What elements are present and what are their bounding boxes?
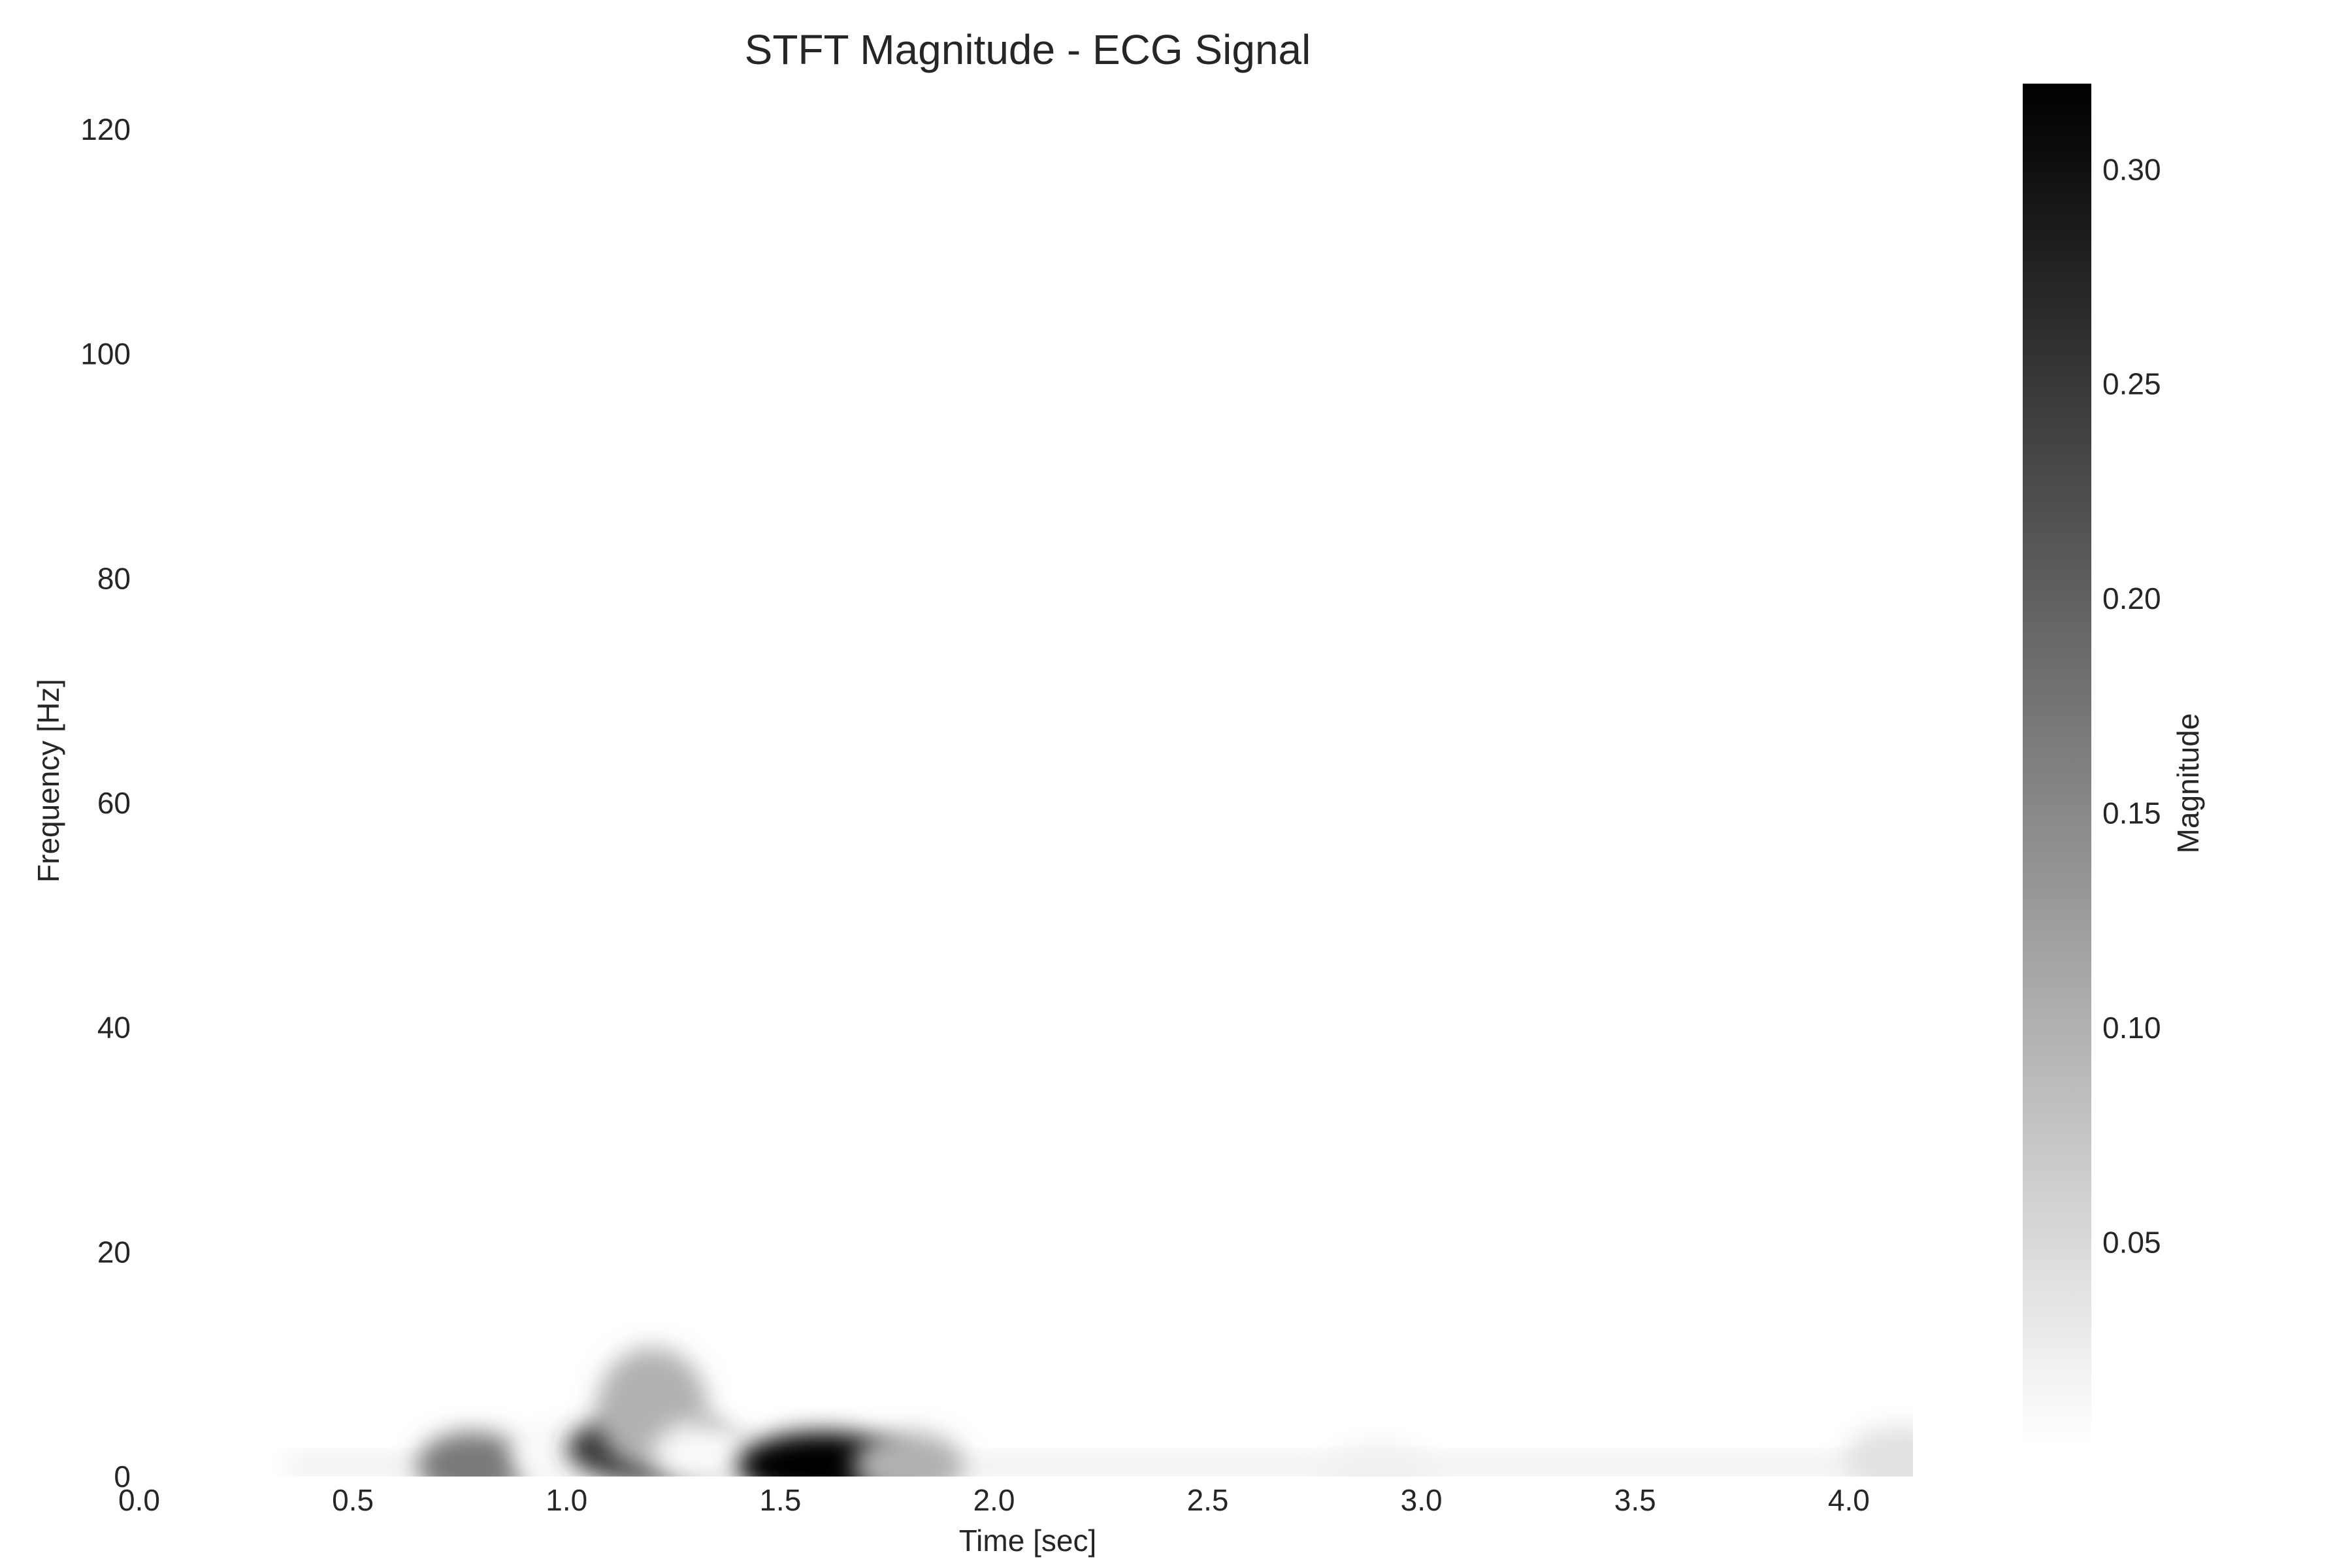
colorbar-label: Magnitude [2171,713,2205,854]
x-tick-label: 4.0 [1828,1483,1870,1517]
x-tick-label: 2.0 [973,1483,1015,1517]
x-tick-label: 0.5 [332,1483,374,1517]
x-tick-label: 1.5 [759,1483,801,1517]
plot-area [139,73,1913,1477]
spectrogram-blob [652,1420,764,1477]
x-axis-label: Time [sec] [959,1524,1096,1558]
x-tick-label: 1.0 [546,1483,587,1517]
x-axis-ticks: 0.0 0.5 1.0 1.5 2.0 2.5 3.0 3.5 4.0 [118,1483,1870,1517]
spectrogram-blob [417,1431,529,1477]
spectrogram-blob [1323,1443,1435,1477]
plot-background [139,73,1913,1477]
y-tick-label: 120 [80,112,131,146]
y-tick-label: 40 [97,1011,131,1045]
x-tick-label: 3.0 [1401,1483,1443,1517]
x-tick-label: 0.0 [118,1483,160,1517]
colorbar-tick-label: 0.15 [2102,796,2161,830]
colorbar-tick-label: 0.10 [2102,1011,2161,1045]
y-tick-label: 20 [97,1235,131,1269]
y-axis-label: Frequency [Hz] [31,679,65,883]
y-tick-label: 0 [114,1460,131,1494]
spectrogram-blob [1844,1426,1913,1477]
x-tick-label: 3.5 [1614,1483,1656,1517]
colorbar-tick-label: 0.05 [2102,1225,2161,1259]
x-tick-label: 2.5 [1187,1483,1229,1517]
colorbar-gradient [2023,84,2091,1444]
colorbar-tick-label: 0.20 [2102,581,2161,615]
chart-title: STFT Magnitude - ECG Signal [745,26,1311,73]
spectrogram-blob [853,1431,964,1477]
colorbar-tick-label: 0.25 [2102,367,2161,401]
y-tick-label: 60 [97,786,131,820]
y-axis-ticks: 0 20 40 60 80 100 120 [80,112,131,1494]
colorbar-ticks: 0.05 0.10 0.15 0.20 0.25 0.30 [2102,152,2161,1259]
colorbar-tick-label: 0.30 [2102,152,2161,186]
y-tick-label: 100 [80,337,131,371]
colorbar: 0.05 0.10 0.15 0.20 0.25 0.30 Magnitude [2023,84,2205,1444]
y-tick-label: 80 [97,561,131,595]
spectrogram-heatmap [288,1347,1913,1477]
